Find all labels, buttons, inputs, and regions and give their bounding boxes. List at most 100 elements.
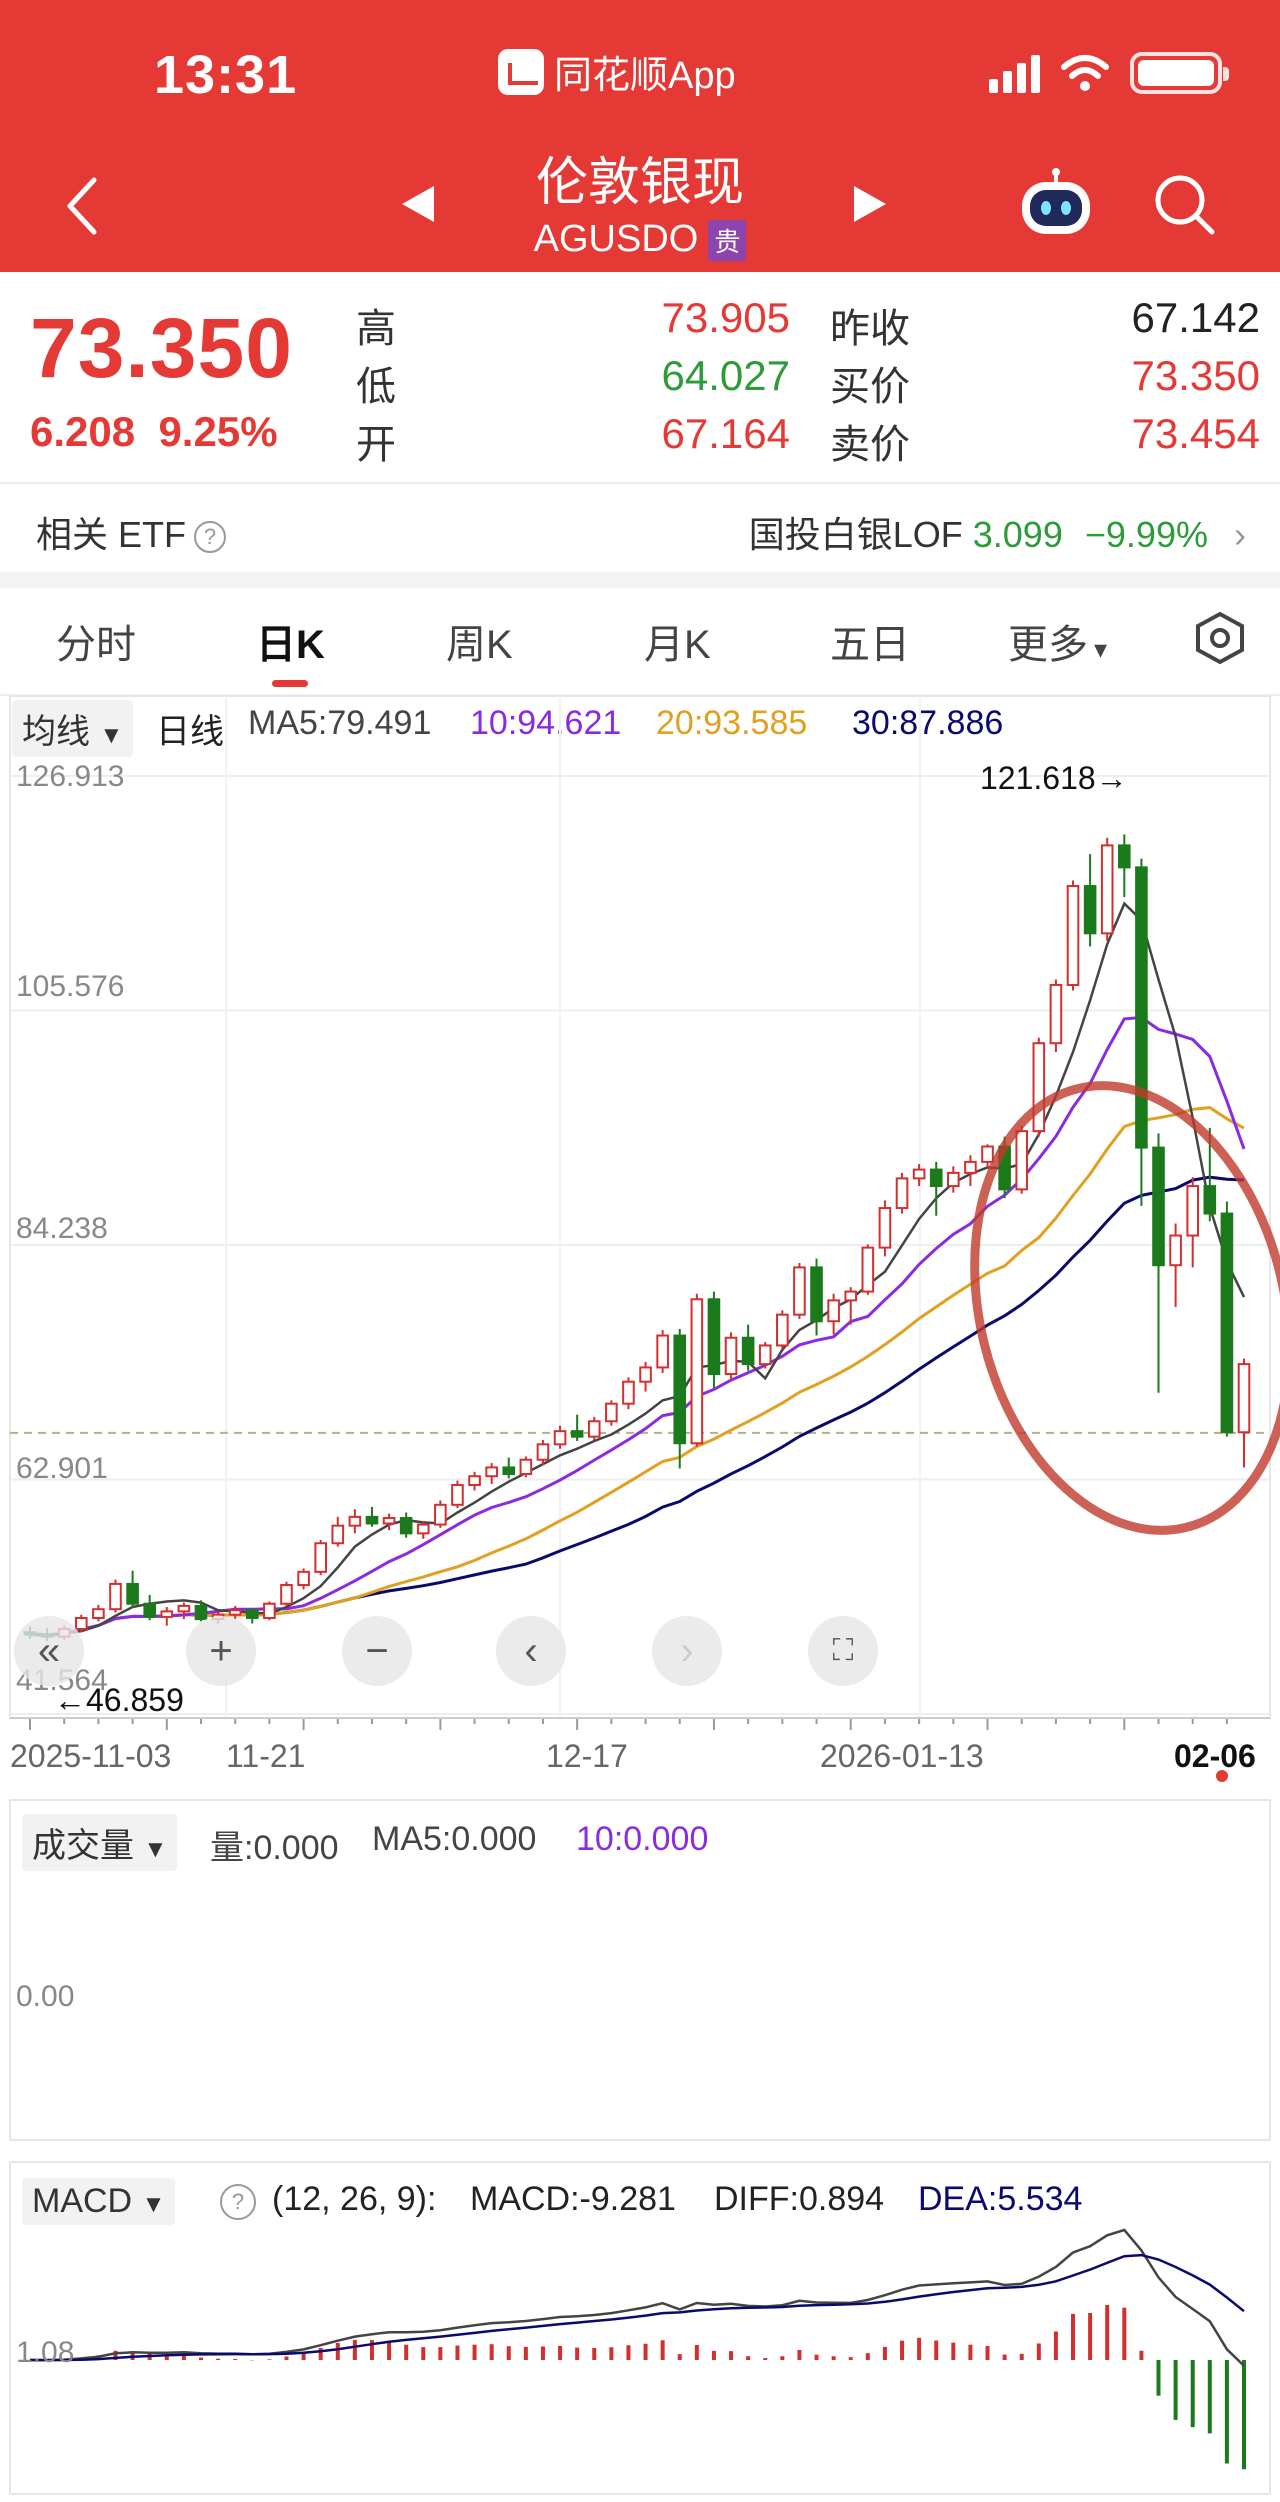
y-tick-3: 84.238	[16, 1212, 108, 1245]
candle-15	[280, 1581, 293, 1606]
candle-body-61	[1066, 885, 1080, 986]
tab-monthly-k[interactable]: 月K	[644, 623, 711, 667]
candle-44	[776, 1310, 789, 1349]
candle-38	[673, 1328, 687, 1469]
etf-price: 3.099	[972, 514, 1063, 555]
candle-52	[912, 1164, 926, 1187]
plus-icon: +	[209, 1628, 233, 1673]
volume-ma5: MA5:0.000	[372, 1820, 537, 1858]
expand-icon: ⛶	[832, 1634, 854, 1667]
period-label: 日线	[156, 713, 224, 751]
chevron-right-icon: ›	[680, 1628, 694, 1673]
candle-body-6	[126, 1582, 139, 1605]
prev-instrument-icon[interactable]	[400, 184, 436, 224]
candle-40	[707, 1291, 721, 1389]
bid-label: 买价	[830, 365, 910, 409]
candle-57	[998, 1136, 1011, 1199]
scroll-right-button[interactable]: ›	[652, 1616, 722, 1686]
indicator-select[interactable]: 均线 ▼	[12, 700, 134, 757]
macd-select[interactable]: MACD ▼	[22, 2178, 176, 2225]
candle-30	[536, 1439, 550, 1466]
candle-14	[263, 1601, 276, 1621]
instrument-code-text: AGUSDO	[533, 218, 699, 260]
ma5-line	[29, 901, 1246, 1636]
candle-55	[964, 1155, 977, 1187]
y-tick-4: 62.901	[16, 1452, 108, 1485]
candle-body-13	[245, 1609, 259, 1619]
annotation-circle	[970, 1081, 1280, 1535]
candle-body-40	[707, 1298, 721, 1376]
search-icon[interactable]	[1152, 172, 1216, 236]
macd-help-icon[interactable]: ?	[220, 2184, 256, 2220]
candle-body-50	[878, 1207, 892, 1249]
status-time: 13:31	[154, 45, 298, 105]
etf-name: 国投白银LOF	[748, 514, 963, 555]
candle-body-8	[160, 1610, 174, 1618]
candle-body-39	[690, 1298, 704, 1445]
candle-39	[690, 1293, 704, 1447]
tab-more-label: 更多	[1008, 623, 1088, 667]
chevron-right-icon: ›	[1234, 514, 1246, 555]
candle-21	[382, 1513, 396, 1531]
candle-body-41	[724, 1336, 738, 1376]
instrument-code: AGUSDO 贵	[0, 218, 1280, 262]
next-instrument-icon[interactable]	[852, 184, 888, 224]
tab-intraday[interactable]: 分时	[56, 623, 136, 667]
candle-17	[314, 1539, 327, 1576]
candle-23	[416, 1521, 430, 1539]
candle-67	[1169, 1223, 1182, 1307]
date-label-1: 2025-11-03	[10, 1738, 172, 1774]
tab-more[interactable]: 更多 ▾	[1008, 612, 1107, 670]
candle-71	[1237, 1358, 1251, 1468]
fullscreen-button[interactable]: ⛶	[808, 1616, 878, 1686]
candle-62	[1083, 854, 1097, 947]
tab-five-day[interactable]: 五日	[830, 623, 910, 667]
candle-34	[605, 1400, 618, 1426]
last-price: 73.350	[30, 301, 293, 395]
candle-body-59	[1032, 1042, 1046, 1133]
candle-body-34	[605, 1402, 618, 1423]
candle-body-26	[468, 1475, 481, 1487]
candle-body-30	[536, 1443, 550, 1461]
candle-body-47	[827, 1299, 840, 1323]
candle-31	[553, 1425, 567, 1449]
tab-daily-k[interactable]: 日K	[256, 623, 325, 667]
scroll-start-button[interactable]: «	[14, 1616, 84, 1686]
category-tag: 贵	[708, 220, 747, 262]
wifi-icon	[1061, 55, 1109, 91]
candle-61	[1066, 880, 1080, 991]
candle-body-45	[793, 1266, 806, 1316]
zoom-out-button[interactable]: −	[342, 1616, 412, 1686]
zoom-in-button[interactable]: +	[186, 1616, 256, 1686]
bid-value: 73.350	[1131, 352, 1260, 399]
candle-36	[639, 1361, 652, 1392]
low-label: 低	[356, 365, 396, 409]
y-tick-1: 126.913	[16, 760, 125, 793]
candle-body-21	[382, 1516, 396, 1525]
candle-64	[1118, 834, 1131, 898]
settings-hex-icon[interactable]	[1192, 610, 1248, 666]
scroll-left-button[interactable]: ‹	[496, 1616, 566, 1686]
volume-select[interactable]: 成交量 ▼	[22, 1814, 178, 1871]
candle-32	[570, 1414, 584, 1442]
help-icon[interactable]: ?	[194, 521, 226, 554]
related-etf-label: 相关 ETF?	[36, 506, 226, 558]
date-label-4: 2026-01-13	[820, 1738, 984, 1774]
prev-close-label: 昨收	[830, 307, 910, 351]
candle-49	[861, 1244, 875, 1295]
candle-body-35	[622, 1380, 635, 1405]
candle-body-42	[741, 1336, 755, 1366]
tab-weekly-k[interactable]: 周K	[446, 623, 513, 667]
robot-assistant-icon[interactable]	[1018, 168, 1094, 238]
ma30-legend: 30:87.886	[852, 704, 1004, 742]
change-percent: 9.25%	[158, 408, 278, 455]
macd-dea: DEA:5.534	[918, 2180, 1083, 2218]
candle-16	[297, 1568, 310, 1590]
candle-29	[519, 1456, 533, 1478]
candle-body-57	[998, 1145, 1011, 1191]
max-price-marker: 121.618→	[980, 760, 1128, 796]
back-icon[interactable]	[62, 176, 102, 236]
related-etf-item[interactable]: 国投白银LOF 3.099 −9.99% ›	[749, 506, 1246, 558]
candle-body-14	[263, 1602, 276, 1619]
open-label: 开	[356, 423, 396, 467]
